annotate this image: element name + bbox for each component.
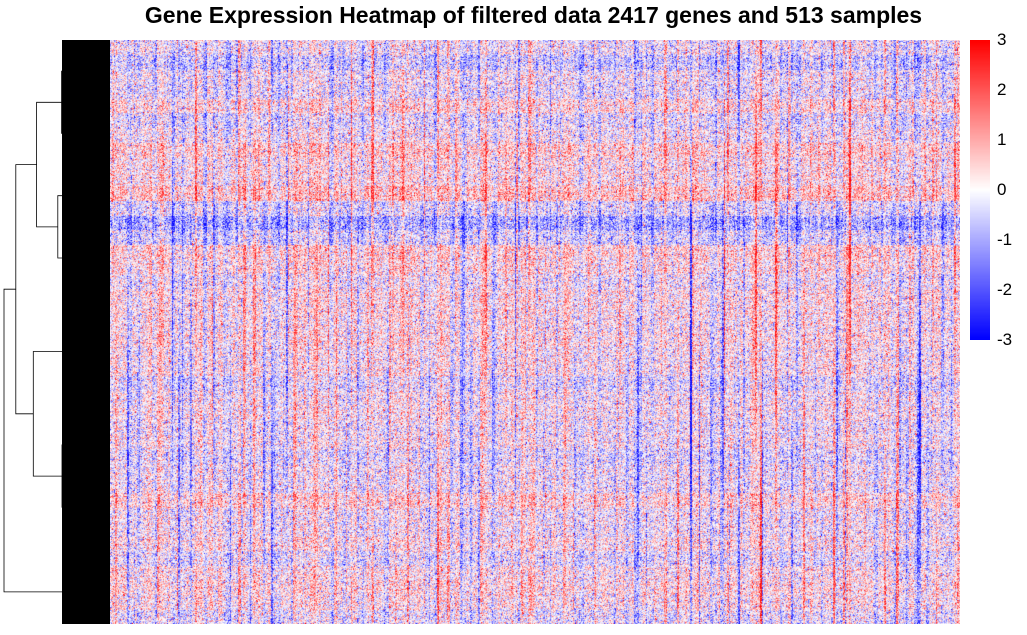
legend-tick: -2 xyxy=(997,280,1013,299)
legend-tick: -3 xyxy=(997,330,1013,349)
chart-title: Gene Expression Heatmap of filtered data… xyxy=(144,2,923,28)
dendrogram-leaves xyxy=(62,40,110,624)
legend-tick: 0 xyxy=(997,180,1007,199)
legend-tick: 2 xyxy=(997,80,1007,99)
legend-tick: 3 xyxy=(997,30,1007,49)
legend-tick: -1 xyxy=(997,230,1013,249)
row-dendrogram xyxy=(3,40,110,624)
heatmap-grid xyxy=(110,40,960,624)
color-legend-bar xyxy=(970,40,990,340)
legend-tick: 1 xyxy=(997,130,1007,149)
